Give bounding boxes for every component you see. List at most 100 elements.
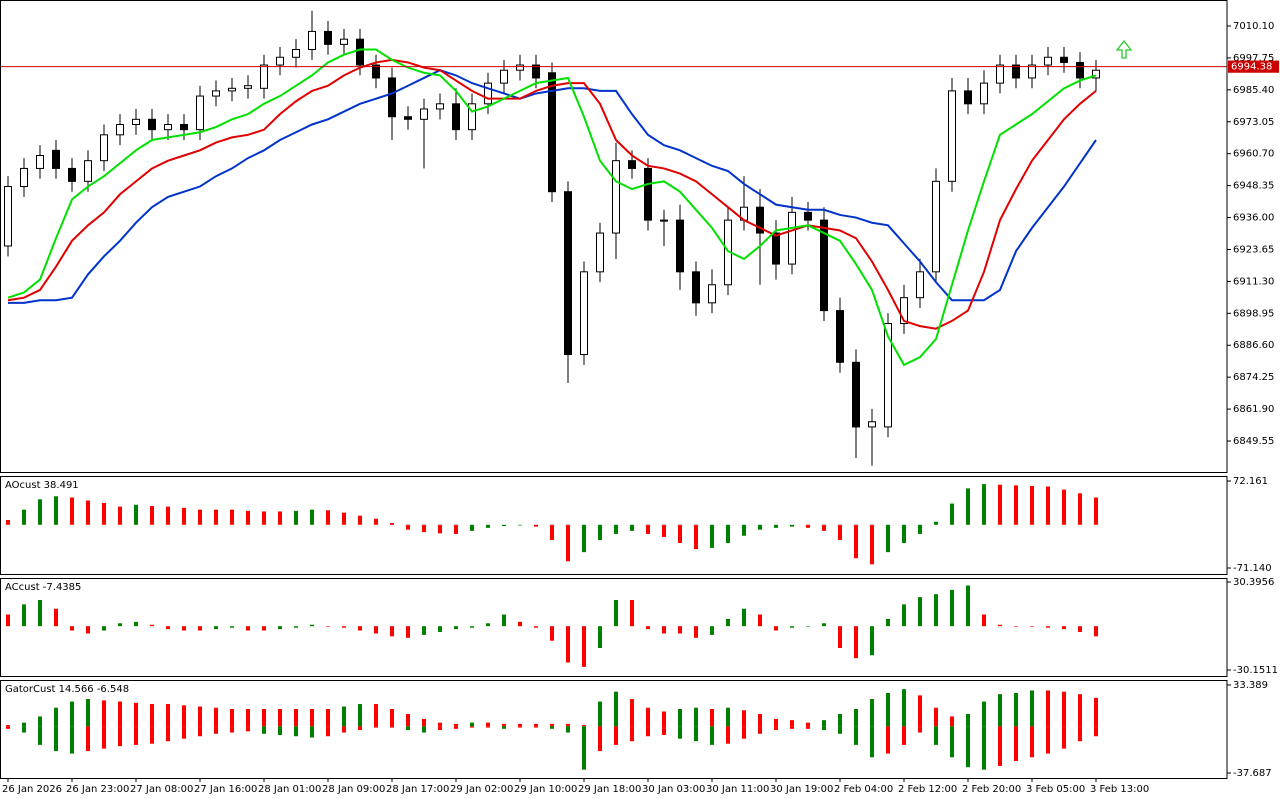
candle-body	[548, 72, 556, 193]
candle-body	[532, 64, 540, 79]
histogram-bar	[406, 726, 410, 731]
histogram-bar	[742, 524, 746, 536]
histogram-bar	[182, 726, 186, 739]
histogram-bar	[182, 507, 186, 525]
histogram-bar	[342, 706, 346, 727]
histogram-bar	[550, 626, 554, 641]
histogram-bar	[918, 726, 922, 733]
candle-body	[516, 64, 524, 71]
histogram-bar	[630, 600, 634, 627]
y-tick-label: 7010.10	[1233, 21, 1274, 32]
histogram-bar	[870, 699, 874, 727]
histogram-bar	[662, 626, 666, 634]
histogram-bar	[1030, 626, 1034, 627]
histogram-bar	[902, 524, 906, 544]
candle-body	[244, 85, 252, 89]
x-tick-label: 27 Jan 08:00	[130, 784, 193, 795]
signal-arrow	[1115, 39, 1133, 59]
x-tick-label: 2 Feb 04:00	[834, 784, 893, 795]
histogram-bar	[1078, 626, 1082, 632]
histogram-bar	[614, 600, 618, 627]
pane-title: GatorCust 14.566 -6.548	[5, 684, 129, 695]
histogram-bar	[390, 626, 394, 637]
histogram-bar	[310, 624, 314, 627]
x-tick-label: 30 Jan 19:00	[770, 784, 833, 795]
histogram-bar	[1014, 485, 1018, 525]
x-tick-label: 29 Jan 10:00	[514, 784, 577, 795]
histogram-bar	[54, 496, 58, 525]
y-tick-label: 6898.95	[1233, 308, 1274, 319]
candle-body	[340, 38, 348, 45]
histogram-bar	[982, 614, 986, 627]
histogram-bar	[870, 524, 874, 565]
pane-frame	[0, 680, 1228, 779]
histogram-bar	[694, 707, 698, 727]
y-tick-label: 30.3956	[1233, 577, 1274, 588]
histogram-bar	[646, 707, 650, 727]
histogram-bar	[854, 626, 858, 659]
histogram-bar	[150, 726, 154, 744]
histogram-bar	[422, 718, 426, 727]
histogram-bar	[518, 723, 522, 727]
histogram-bar	[310, 509, 314, 525]
y-tick-label: 72.161	[1233, 476, 1268, 487]
histogram-bar	[390, 522, 394, 525]
histogram-bar	[566, 726, 570, 733]
x-tick-label: 28 Jan 17:00	[386, 784, 449, 795]
histogram-bar	[246, 709, 250, 727]
histogram-bar	[214, 626, 218, 630]
histogram-bar	[966, 713, 970, 727]
histogram-bar	[790, 720, 794, 727]
histogram-bar	[406, 626, 410, 638]
histogram-bar	[550, 723, 554, 727]
histogram-bar	[566, 723, 570, 727]
candle-body	[948, 90, 956, 182]
histogram-bar	[454, 723, 458, 727]
histogram-bar	[950, 726, 954, 758]
histogram-bar	[502, 726, 506, 729]
candle-body	[804, 211, 812, 221]
x-tick-label: 29 Jan 02:00	[450, 784, 513, 795]
histogram-bar	[246, 626, 250, 631]
histogram-bar	[598, 626, 602, 648]
histogram-bar	[998, 726, 1002, 766]
histogram-bar	[806, 722, 810, 727]
histogram-bar	[438, 626, 442, 632]
candle-body	[596, 232, 604, 273]
histogram-bar	[166, 506, 170, 525]
histogram-bar	[310, 726, 314, 738]
histogram-bar	[118, 506, 122, 525]
histogram-bar	[422, 726, 426, 733]
histogram-bar	[278, 726, 282, 736]
histogram-bar	[694, 524, 698, 550]
candle-body	[692, 271, 700, 304]
histogram-bar	[646, 726, 650, 737]
candle-body	[180, 123, 188, 131]
histogram-bar	[1094, 497, 1098, 525]
histogram-bar	[918, 695, 922, 727]
candle-body	[228, 87, 236, 92]
histogram-bar	[1030, 726, 1034, 758]
histogram-bar	[614, 726, 618, 745]
histogram-bar	[262, 511, 266, 525]
histogram-bar	[134, 621, 138, 627]
candle-body	[276, 56, 284, 66]
candle-body	[292, 49, 300, 58]
histogram-bar	[582, 725, 586, 727]
histogram-bar	[934, 521, 938, 525]
histogram-bar	[502, 524, 506, 527]
histogram-bar	[102, 726, 106, 749]
histogram-bar	[774, 626, 778, 631]
pane-frame	[0, 0, 1228, 473]
histogram-bar	[822, 720, 826, 727]
histogram-bar	[726, 726, 730, 744]
histogram-bar	[374, 726, 378, 728]
histogram-bar	[998, 484, 1002, 525]
histogram-bar	[278, 511, 282, 525]
x-tick-label: 2 Feb 12:00	[898, 784, 957, 795]
histogram-bar	[150, 624, 154, 627]
histogram-bar	[806, 726, 810, 729]
histogram-bar	[118, 701, 122, 727]
histogram-bar	[1094, 697, 1098, 727]
histogram-bar	[262, 709, 266, 727]
